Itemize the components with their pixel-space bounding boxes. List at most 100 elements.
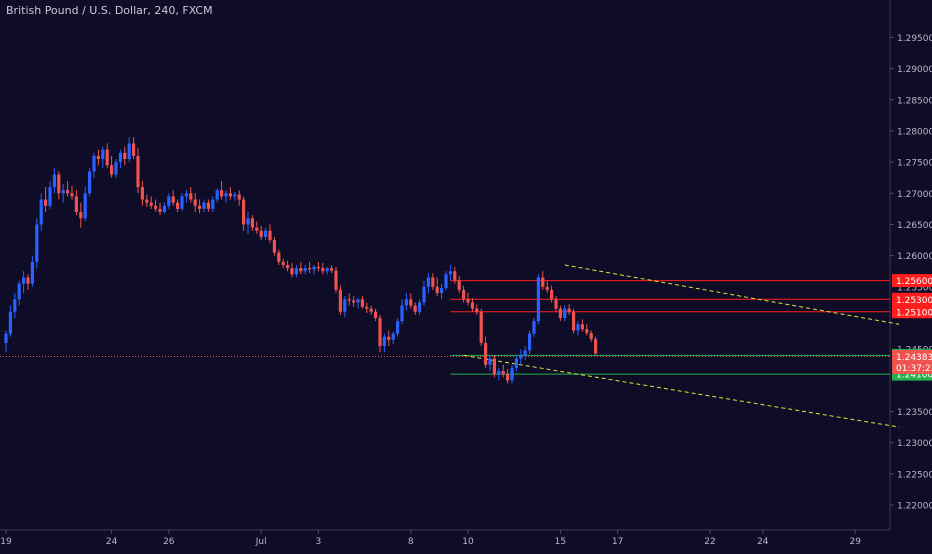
candle-body (35, 224, 39, 262)
x-tick-label: 24 (106, 537, 118, 547)
candle-body (22, 277, 26, 284)
candle-body (294, 268, 298, 275)
candle-body (541, 277, 545, 287)
candle-body (321, 268, 325, 272)
candle-body (136, 155, 140, 188)
candle-body (444, 274, 448, 289)
candle-body (127, 143, 131, 159)
trendline (564, 264, 900, 325)
candle-body (492, 358, 496, 375)
candle-body (176, 202, 180, 209)
candle-body (162, 205, 166, 212)
candle-body (154, 205, 158, 209)
candle-body (330, 268, 334, 271)
candle-body (74, 196, 78, 212)
candle-body (110, 165, 114, 175)
candle-body (462, 289, 466, 300)
candle-body (308, 268, 312, 270)
y-tick-label: 1.27000 (897, 190, 932, 200)
candle-body (457, 280, 461, 290)
candle-body (88, 171, 92, 194)
candle-body (352, 300, 356, 303)
x-tick-label: 3 (316, 537, 322, 547)
candle-body (448, 271, 452, 275)
y-tick-label: 1.22500 (897, 470, 932, 480)
price-tag-label: 1.24100 (896, 371, 932, 381)
candle-body (180, 196, 184, 209)
candle-body (497, 371, 501, 375)
candle-body (39, 199, 43, 225)
candle-body (228, 193, 232, 197)
candle-body (220, 190, 224, 197)
x-tick-label: 29 (849, 537, 861, 547)
candle-body (426, 277, 430, 287)
candle-body (184, 193, 188, 197)
candle-body (356, 299, 360, 303)
candle-body (79, 212, 83, 219)
candle-body (545, 286, 549, 290)
candle-body (413, 305, 417, 312)
candle-body (470, 302, 474, 309)
candle-body (242, 199, 246, 225)
candle-body (158, 208, 162, 212)
y-tick-label: 1.23000 (897, 439, 932, 449)
candle-body (479, 311, 483, 343)
candle-body (475, 308, 479, 312)
candle-body (440, 288, 444, 294)
candle-body (299, 268, 303, 272)
candle-body (374, 311, 378, 318)
x-tick-label: 10 (462, 537, 474, 547)
candle-body (303, 268, 307, 272)
candle-body (576, 324, 580, 331)
candle-body (272, 240, 276, 253)
candle-body (594, 339, 598, 354)
y-tick-label: 1.23500 (897, 408, 932, 418)
x-tick-label: 24 (757, 537, 769, 547)
candle-body (343, 299, 347, 312)
price-tag (892, 292, 932, 306)
candle-body (316, 266, 320, 269)
candle-body (83, 193, 87, 219)
candle-body (334, 270, 338, 290)
candle-body (277, 252, 281, 262)
candle-body (435, 286, 439, 294)
candle-body (255, 227, 259, 231)
candle-body (369, 308, 373, 312)
candle-body (259, 230, 263, 237)
candle-body (528, 333, 532, 351)
candle-body (8, 311, 12, 334)
candle-body (101, 149, 105, 159)
candle-body (506, 374, 510, 381)
candle-body (286, 265, 290, 269)
candle-body (189, 193, 193, 200)
candle-body (70, 193, 74, 197)
candle-body (264, 230, 268, 237)
candle-body (193, 199, 197, 206)
candle-body (224, 193, 228, 197)
candle-body (501, 371, 505, 375)
candle-body (558, 308, 562, 318)
candle-body (281, 261, 285, 265)
candle-body (149, 202, 153, 206)
candle-body (418, 302, 422, 312)
candle-body (268, 230, 272, 241)
chart-title: British Pound / U.S. Dollar, 240, FXCM (6, 4, 213, 17)
candle-body (378, 318, 382, 347)
candle-body (202, 202, 206, 209)
candle-body (52, 174, 56, 188)
candle-body (484, 342, 488, 365)
candle-body (422, 286, 426, 303)
candle-body (550, 289, 554, 300)
candle-body (167, 196, 171, 206)
countdown-label: 01:37:23 (896, 364, 932, 374)
candle-body (514, 358, 518, 368)
candle-body (290, 268, 294, 275)
y-tick-label: 1.28000 (897, 127, 932, 137)
candle-body (312, 266, 316, 270)
current-price-label: 1.24383 (896, 353, 932, 363)
candle-body (387, 336, 391, 340)
candle-body (123, 152, 127, 159)
x-tick-label: 15 (555, 537, 566, 547)
candle-body (92, 155, 96, 172)
